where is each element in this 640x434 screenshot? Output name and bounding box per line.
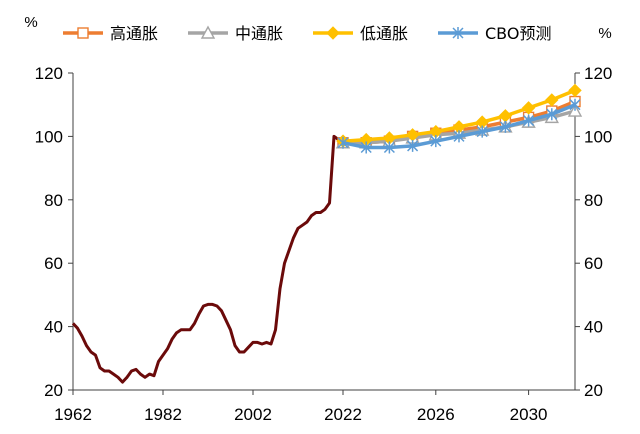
historical-debt-line (71, 134, 340, 384)
y-right-tick-label: 40 (584, 318, 603, 337)
y-right-tick-label: 100 (584, 127, 612, 146)
series-point (430, 135, 442, 148)
historical-series (71, 134, 340, 384)
y-tick-label: 20 (44, 381, 63, 400)
series-point (545, 93, 559, 107)
right-unit-label: % (598, 25, 611, 42)
legend-marker-triangle (200, 25, 216, 39)
series-point (499, 120, 511, 133)
y-tick-label: 80 (44, 191, 63, 210)
legend-label: 中通胀 (235, 24, 283, 43)
y-tick-label: 40 (44, 318, 63, 337)
series-point (407, 139, 419, 152)
x-axis-ticks: 1962 1982 2002 2022 2026 2030 (54, 390, 548, 424)
legend-marker-diamond (326, 26, 340, 40)
x-tick-label: 1962 (54, 405, 92, 424)
series-point (453, 130, 465, 143)
series-point (360, 141, 372, 154)
x-tick-label: 2022 (324, 405, 362, 424)
series-point (383, 141, 395, 154)
series-point (523, 114, 535, 127)
y-right-tick-label: 20 (584, 381, 603, 400)
right-y-axis-ticks: 20 40 60 80 100 120 (575, 64, 612, 400)
legend-label: 高通胀 (110, 24, 158, 43)
left-unit-label: % (24, 14, 37, 31)
series-point (568, 83, 582, 98)
y-tick-label: 100 (35, 127, 63, 146)
series-point (546, 108, 558, 121)
legend-marker-asterisk (452, 27, 464, 39)
legend-label: 低通胀 (360, 24, 408, 43)
y-right-tick-label: 120 (584, 64, 612, 83)
x-tick-label: 1982 (144, 405, 182, 424)
y-tick-label: 60 (44, 254, 63, 273)
series-point (521, 101, 536, 115)
legend-marker-square (77, 27, 89, 39)
series-point (337, 136, 349, 149)
forecast-series (335, 83, 583, 154)
series-point (476, 125, 488, 138)
legend-label: CBO预测 (485, 24, 551, 43)
left-y-axis-ticks: 20 40 60 80 100 120 (35, 64, 73, 400)
legend: 高通胀 中通胀 低通胀 CBO预测 (63, 24, 551, 43)
y-right-tick-label: 80 (584, 191, 603, 210)
x-tick-label: 2002 (234, 405, 272, 424)
y-tick-label: 120 (35, 64, 63, 83)
x-tick-label: 2030 (510, 405, 548, 424)
y-right-tick-label: 60 (584, 254, 603, 273)
x-tick-label: 2026 (417, 405, 455, 424)
series-point (569, 98, 581, 111)
